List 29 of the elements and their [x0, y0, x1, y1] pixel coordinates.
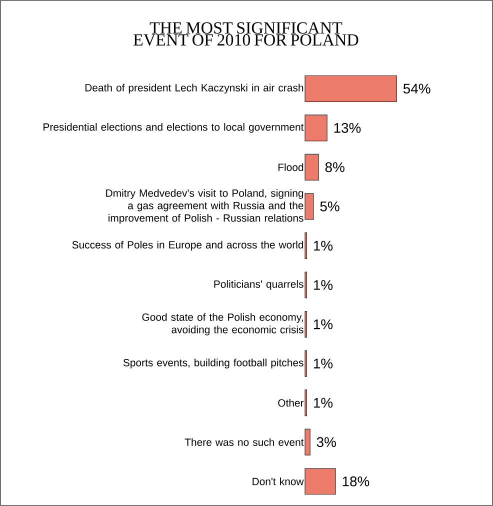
- y-tick-label: Good state of the Polish economy, avoiding the economic crisis: [142, 313, 304, 336]
- bar: [304, 114, 328, 142]
- y-tick-label: Dmitry Medvedev's visit to Poland, signing a gas agreement with Russia and the improvement of Polish - Russian relations: [106, 189, 304, 224]
- y-tick-label: Sports events, building football pitches: [123, 358, 304, 368]
- chart-title: THE MOST SIGNIFICANT EVENT OF 2010 FOR POLAND: [134, 22, 358, 46]
- bar: [304, 75, 397, 102]
- data-label: 5%: [320, 202, 340, 212]
- data-label: 8%: [325, 162, 344, 172]
- y-tick-label: Other: [278, 398, 304, 407]
- data-label: 1%: [314, 319, 333, 330]
- bar: [304, 154, 319, 180]
- y-tick-label: Flood: [278, 163, 304, 172]
- data-label: 1%: [314, 398, 333, 408]
- bar: [304, 468, 336, 495]
- data-label: 1%: [314, 240, 333, 251]
- bar: [304, 193, 314, 220]
- data-label: 1%: [314, 280, 333, 290]
- bar: [304, 428, 310, 456]
- data-label: 18%: [342, 476, 370, 486]
- data-label: 13%: [334, 122, 361, 133]
- y-tick-label: Politicians' quarrels: [214, 280, 304, 290]
- y-tick-label: Success of Poles in Europe and across the world: [72, 240, 304, 251]
- data-label: 1%: [314, 358, 333, 368]
- y-tick-label: Don't know: [252, 478, 304, 486]
- y-tick-label: Presidential elections and elections to local government: [44, 123, 304, 133]
- y-tick-label: Death of president Lech Kaczynski in air crash: [85, 84, 304, 94]
- y-tick-label: There was no such event: [184, 438, 304, 446]
- data-label: 3%: [316, 437, 336, 448]
- data-label: 54%: [403, 84, 430, 94]
